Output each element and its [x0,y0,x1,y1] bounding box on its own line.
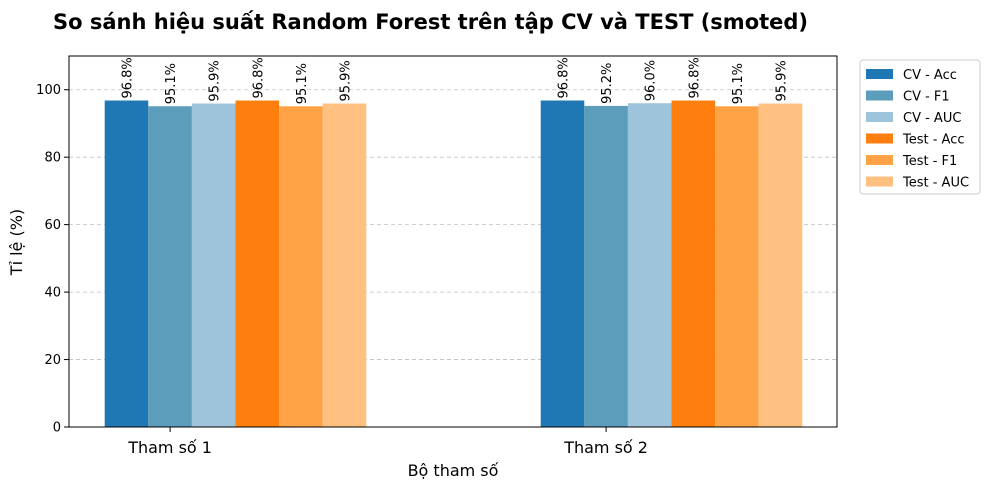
bar-value-label: 96.8% [251,57,266,98]
bar [235,100,280,428]
y-tick-label: 20 [44,353,61,368]
x-axis: Tham số 1 Tham số 2 [127,427,648,457]
legend-label: CV - AUC [903,111,961,126]
x-axis-label: Bộ tham số [408,461,499,480]
bar-value-label: 96.8% [121,57,136,98]
bar-value-label: 95.9% [339,60,354,101]
bar-value-labels: 96.8% 95.1% 95.9% 96.8% 95.1% 95.9% 96.8% 95.2%… [121,57,790,104]
legend-label: Test - Acc [902,133,965,148]
legend-swatch [866,155,893,165]
bar [627,103,672,427]
bar [540,100,585,428]
x-tick-label: Tham số 2 [563,438,648,457]
bar [584,105,628,427]
legend-label: Test - F1 [902,154,957,169]
bar [104,100,149,428]
x-tick-label: Tham số 1 [127,438,212,457]
legend-swatch [866,69,893,79]
bar-value-label: 95.9% [208,60,223,101]
legend-label: Test - AUC [902,176,969,191]
bar [671,100,716,428]
bar [758,103,803,428]
y-axis: 0 20 40 60 80 100 [36,83,69,436]
plot-frame [68,55,838,428]
bar [715,106,759,428]
bar [148,106,192,428]
bar-value-label: 96.0% [644,60,659,101]
legend: CV - Acc CV - F1 CV - AUC Test - Acc Test - … [859,59,981,195]
y-tick-label: 0 [53,421,61,436]
y-tick-label: 80 [44,151,61,166]
bar-value-label: 96.8% [557,57,572,98]
y-axis-label: Tỉ lệ (%) [7,209,26,276]
legend-label: CV - F1 [903,90,950,105]
legend-swatch [866,133,893,144]
bar-value-label: 96.8% [687,57,702,98]
bar-value-label: 95.1% [295,63,310,104]
y-tick-label: 60 [44,218,61,233]
bar-value-label: 95.1% [731,63,746,104]
bar-value-label: 95.9% [775,60,790,101]
legend-swatch [866,112,893,122]
y-tick-label: 100 [36,83,61,98]
bar [191,103,236,428]
chart-title: So sánh hiệu suất Random Forest trên tập… [53,10,808,34]
bars [104,100,803,428]
bar [279,106,323,428]
legend-swatch [866,176,893,187]
bar [322,103,367,428]
bar-value-label: 95.1% [164,63,179,104]
legend-swatch [866,90,893,101]
bar-value-label: 95.2% [600,63,615,104]
legend-label: CV - Acc [903,68,957,83]
y-tick-label: 40 [44,286,61,301]
